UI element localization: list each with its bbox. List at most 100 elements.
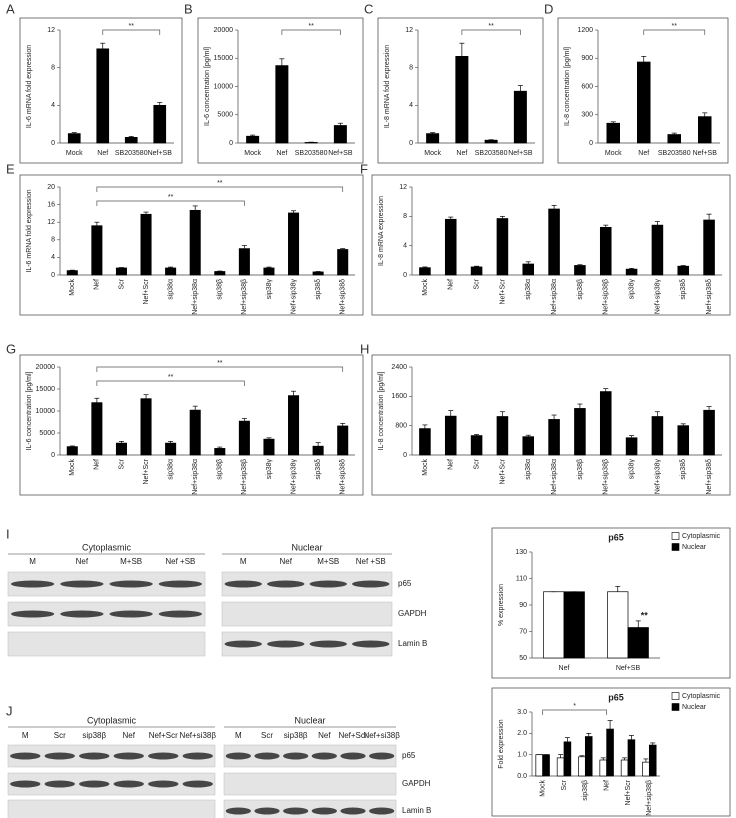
blot-section-title: Cytoplasmic <box>87 715 137 725</box>
x-tick-label: Nef+sip38α <box>192 279 199 315</box>
error-bar <box>600 757 606 760</box>
bar <box>238 420 250 456</box>
bar <box>66 446 78 456</box>
bar <box>470 266 483 276</box>
bar <box>606 122 621 144</box>
error-bar <box>279 58 285 66</box>
x-tick-label: sip38γ <box>266 279 273 300</box>
x-tick-label: sip38β <box>217 279 224 300</box>
error-bar <box>143 394 149 399</box>
y-axis-title: IL-6 mRNA fold expression <box>26 45 33 128</box>
blot-lane-label: M <box>240 557 247 566</box>
legend-label: Cytoplasmic <box>682 693 721 700</box>
bar <box>599 391 612 456</box>
bar <box>667 134 682 144</box>
x-tick-label: Scr <box>473 458 480 469</box>
y-axis-title: % expression <box>498 584 505 626</box>
error-bar <box>706 406 712 411</box>
bar <box>651 416 664 456</box>
bar <box>419 428 431 456</box>
blot-lane-label: Nef <box>76 557 89 566</box>
y-tick-label: 110 <box>516 575 527 582</box>
bar <box>312 445 324 456</box>
x-tick-label: sip38γ <box>628 459 635 480</box>
significance-bracket <box>96 200 245 206</box>
bar <box>470 435 483 456</box>
error-bar <box>118 441 124 444</box>
blot-band <box>148 752 179 760</box>
y-tick-label: 5000 <box>39 430 55 437</box>
y-tick-label: 20000 <box>36 364 56 371</box>
bar <box>238 248 250 276</box>
blot-section-title: Nuclear <box>294 715 325 725</box>
legend-swatch <box>671 543 680 551</box>
error-bar <box>551 204 557 209</box>
error-bar <box>71 132 77 134</box>
error-bar <box>340 422 346 426</box>
panel-letter: B <box>184 1 193 16</box>
x-tick-label: Mock <box>540 780 547 797</box>
blot-lane-label: M+SB <box>120 557 142 566</box>
blot-lane-label: Nef +SB <box>356 557 386 566</box>
panel-frame <box>197 17 364 164</box>
bar <box>535 754 544 777</box>
blot-band <box>10 780 41 788</box>
blot-strip <box>7 631 206 657</box>
bar <box>625 437 638 456</box>
bar <box>288 212 300 276</box>
blot-band <box>158 610 203 618</box>
blot-band <box>109 580 153 588</box>
blot-band <box>309 580 347 588</box>
x-tick-label: Nef+sip38β <box>603 459 610 495</box>
x-tick-label: Nef <box>448 279 455 290</box>
legend-label: Nuclear <box>682 704 707 711</box>
x-tick-label: Nef <box>559 665 570 672</box>
x-tick-label: Scr <box>118 278 125 289</box>
panel-letter: D <box>544 1 553 16</box>
x-tick-label: Nef+Scr <box>625 779 632 805</box>
x-tick-label: Nef+SB <box>508 150 533 157</box>
y-tick-label: 10000 <box>214 83 234 90</box>
error-bar <box>459 42 465 57</box>
y-tick-label: 4 <box>409 102 413 109</box>
blot-lane-label: Nef+Scr <box>338 731 367 740</box>
x-tick-label: sip38β <box>582 780 589 801</box>
error-bar <box>474 265 480 267</box>
blot-strip <box>223 744 397 768</box>
blot-band <box>352 580 390 588</box>
error-bar <box>558 754 564 758</box>
x-tick-label: Nef+SB <box>616 665 641 672</box>
bar <box>140 398 152 456</box>
error-bar <box>241 245 247 249</box>
x-tick-label: Scr <box>473 278 480 289</box>
y-tick-label: 1.0 <box>517 752 527 759</box>
error-bar <box>702 112 708 117</box>
blot-band <box>224 580 262 588</box>
bar <box>275 65 289 144</box>
blot-band <box>225 807 251 815</box>
significance-label: ** <box>672 23 678 30</box>
bar <box>91 225 103 276</box>
x-tick-label: Mock <box>422 279 429 296</box>
blot-band <box>158 580 203 588</box>
error-bar <box>680 265 686 267</box>
error-bar <box>291 390 297 396</box>
significance-label: ** <box>308 23 314 30</box>
blot-lane-label: sip38β <box>284 731 308 740</box>
blot-band <box>113 780 144 788</box>
panel-frame <box>377 17 544 164</box>
blot-band <box>340 752 366 760</box>
y-tick-label: 20 <box>47 184 55 191</box>
y-tick-label: 3.0 <box>517 709 527 716</box>
blot-strip <box>7 799 216 818</box>
blot-section-title: Nuclear <box>291 542 322 552</box>
error-bar <box>499 411 505 417</box>
blot-strip <box>7 744 216 768</box>
bar <box>607 591 629 659</box>
blot-band <box>182 780 213 788</box>
x-tick-label: Nef <box>97 150 108 157</box>
blot-row-label: Lamin B <box>398 639 427 648</box>
panel-frame <box>371 174 731 316</box>
blot-lane-label: M <box>22 731 29 740</box>
legend-label: Cytoplasmic <box>682 533 721 540</box>
